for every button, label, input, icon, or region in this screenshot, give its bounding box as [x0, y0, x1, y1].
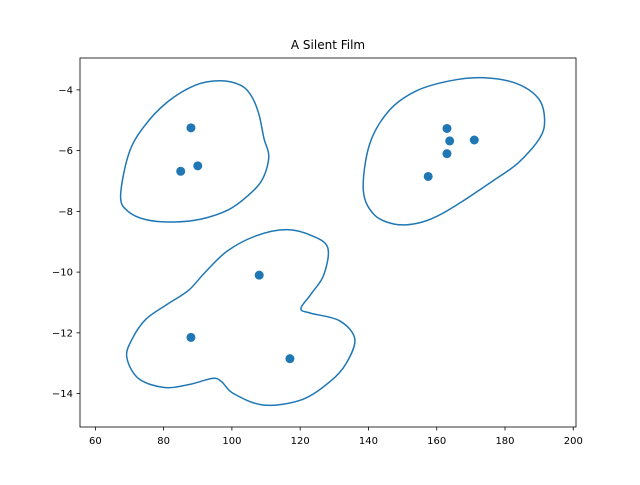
x-tick-label: 120: [291, 436, 310, 447]
axes: 60 80 100 120 140 160 180 200 −14 −12 −10 −8 −6 −4: [52, 57, 583, 447]
x-tick-label: 100: [222, 436, 241, 447]
y-tick-label: −14: [52, 389, 73, 400]
data-point-9: [254, 270, 264, 280]
y-tick-label: −8: [58, 207, 73, 218]
x-tick-label: 140: [359, 436, 378, 447]
cluster-outlines: [119, 76, 546, 407]
y-tick-label: −4: [58, 85, 73, 96]
data-point-10: [186, 332, 196, 342]
chart-title: A Silent Film: [291, 38, 365, 52]
data-point-5: [445, 136, 455, 146]
data-point-2: [176, 166, 186, 176]
cluster-outline-1: [119, 80, 270, 223]
plot-frame: [79, 57, 577, 428]
x-tick-label: 180: [495, 436, 514, 447]
y-tick-label: −12: [52, 328, 73, 339]
data-point-7: [442, 149, 452, 159]
data-points: [176, 123, 479, 364]
data-point-4: [442, 123, 452, 133]
y-tick-label: −10: [52, 268, 73, 279]
data-point-8: [423, 171, 433, 181]
data-point-3: [193, 161, 203, 171]
x-tick-label: 200: [564, 436, 583, 447]
x-tick-label: 80: [157, 436, 170, 447]
cluster-outline-3: [125, 228, 356, 407]
data-point-1: [186, 123, 196, 133]
x-tick-label: 60: [89, 436, 102, 447]
x-tick-label: 160: [427, 436, 446, 447]
cluster-outline-2: [362, 76, 546, 226]
data-point-11: [285, 354, 295, 364]
data-point-6: [469, 135, 479, 145]
y-tick-label: −6: [58, 146, 73, 157]
